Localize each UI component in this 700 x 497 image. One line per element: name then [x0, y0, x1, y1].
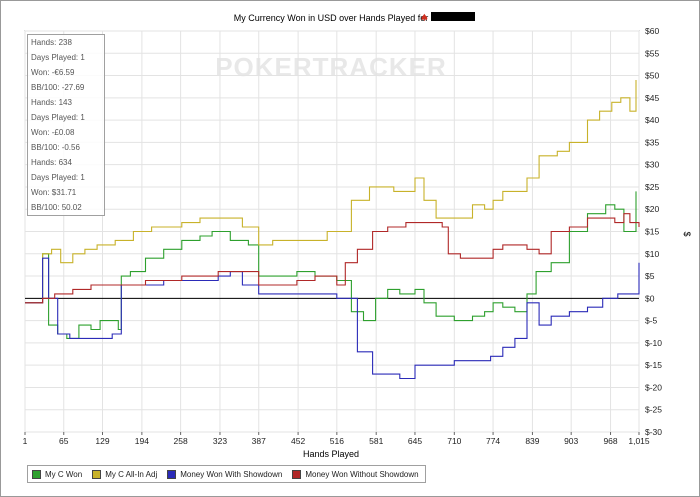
series-line-3 [25, 213, 640, 304]
y-tick-label: $40 [645, 115, 659, 125]
stat-line: BB/100: 50.02 [31, 203, 82, 212]
legend-item[interactable]: Money Won Without Showdown [288, 469, 424, 479]
stat-line: Hands: 143 [31, 98, 72, 107]
legend-label: Money Won Without Showdown [305, 469, 419, 479]
series-line-1 [25, 80, 637, 304]
x-tick-label: 194 [135, 436, 149, 446]
stat-line: Hands: 634 [31, 158, 72, 167]
legend-swatch-yellow [92, 469, 102, 479]
x-tick-label: 581 [369, 436, 383, 446]
stat-line: Days Played: 1 [31, 113, 85, 122]
x-tick-label: 710 [447, 436, 461, 446]
x-tick-label: 645 [408, 436, 422, 446]
y-tick-label: $55 [645, 48, 659, 58]
legend-item[interactable]: Money Won With Showdown [163, 469, 288, 479]
legend-item[interactable]: My C All-In Adj [88, 469, 163, 479]
y-tick-label: $30 [645, 160, 659, 170]
stat-line: BB/100: -0.56 [31, 143, 80, 152]
legend-swatch-red [292, 469, 302, 479]
x-tick-label: 968 [603, 436, 617, 446]
y-tick-label: $25 [645, 182, 659, 192]
y-tick-label: $5 [645, 271, 655, 281]
x-tick-label: 258 [174, 436, 188, 446]
stat-line: Days Played: 1 [31, 53, 85, 62]
x-tick-label: 516 [330, 436, 344, 446]
stat-line: Won: $31.71 [31, 188, 77, 197]
x-tick-label: 1,015 [628, 436, 650, 446]
x-tick-label: 129 [95, 436, 109, 446]
legend: My C Won My C All-In Adj Money Won With … [27, 465, 426, 483]
y-tick-label: $-5 [645, 316, 658, 326]
y-tick-label: $-30 [645, 427, 662, 437]
x-tick-label: 903 [564, 436, 578, 446]
y-tick-label: $60 [645, 26, 659, 36]
x-tick-label: 65 [59, 436, 69, 446]
stat-line: Won: -£0.08 [31, 128, 75, 137]
legend-swatch-green [32, 469, 41, 479]
stat-line: Hands: 238 [31, 38, 72, 47]
x-tick-label: 839 [525, 436, 539, 446]
x-tick-label: 452 [291, 436, 305, 446]
y-tick-label: $15 [645, 227, 659, 237]
legend-label: Money Won With Showdown [180, 469, 283, 479]
legend-label: My C Won [45, 469, 83, 479]
y-tick-label: $-25 [645, 405, 662, 415]
legend-label: My C All-In Adj [105, 469, 158, 479]
redacted-player-name [431, 12, 475, 21]
x-axis-label: Hands Played [303, 449, 359, 459]
y-tick-label: $50 [645, 71, 659, 81]
stat-line: Days Played: 1 [31, 173, 85, 182]
legend-item[interactable]: My C Won [28, 469, 88, 479]
y-tick-label: $-15 [645, 360, 662, 370]
y-tick-label: $20 [645, 204, 659, 214]
series-line-0 [25, 191, 637, 339]
y-tick-label: $-20 [645, 382, 662, 392]
x-tick-label: 387 [252, 436, 266, 446]
y-tick-label: $45 [645, 93, 659, 103]
chart-title: My Currency Won in USD over Hands Played… [234, 13, 428, 23]
stats-box: Hands: 238 Days Played: 1 Won: -€6.59 BB… [27, 34, 105, 216]
x-tick-label: 774 [486, 436, 500, 446]
y-tick-label: $-10 [645, 338, 662, 348]
stat-line: Won: -€6.59 [31, 68, 75, 77]
y-tick-label: $0 [645, 293, 655, 303]
series-line-2 [25, 257, 640, 380]
legend-swatch-blue [167, 469, 177, 479]
x-tick-label: 1 [23, 436, 28, 446]
y-axis-label: $ [682, 231, 692, 236]
spade-icon: ♠ [420, 13, 429, 24]
watermark: POKERTRACKER [215, 52, 447, 82]
stat-line: BB/100: -27.69 [31, 83, 85, 92]
y-tick-label: $10 [645, 249, 659, 259]
y-tick-label: $35 [645, 137, 659, 147]
x-tick-label: 323 [213, 436, 227, 446]
